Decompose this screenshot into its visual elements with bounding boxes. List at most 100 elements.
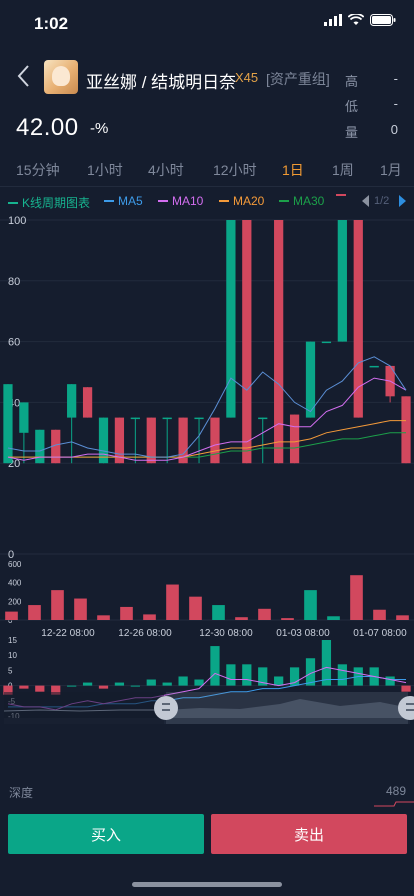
candle	[98, 417, 109, 464]
macd-bar	[242, 664, 252, 686]
signal-icon	[324, 14, 342, 26]
stat-low-value: -	[393, 96, 398, 111]
volume-bar	[304, 590, 317, 620]
volume-bar	[350, 575, 363, 620]
macd-bar	[337, 664, 347, 686]
asset-status-tag: [资产重组]	[266, 71, 330, 87]
current-price: 42.00	[16, 114, 79, 141]
depth-row: 深度 489	[0, 770, 414, 810]
macd-bar	[258, 667, 268, 686]
volume-bar	[212, 605, 225, 620]
candle	[210, 417, 220, 464]
candle	[162, 417, 172, 420]
macd-tick-label: 10	[8, 651, 17, 660]
range-handle-left	[154, 696, 178, 720]
stat-low-label: 低	[345, 99, 359, 114]
tab-1week[interactable]: 1周	[332, 162, 354, 178]
range-preview-left	[3, 709, 166, 712]
volume-bar	[5, 611, 18, 620]
asset-title: 亚丝娜 / 结城明日奈	[86, 73, 237, 92]
candle	[369, 365, 379, 368]
candle	[353, 220, 363, 418]
macd-bar	[226, 664, 236, 686]
candle	[274, 220, 284, 464]
volume-bar	[51, 590, 64, 620]
macd-bar	[178, 676, 188, 686]
macd-bar	[305, 658, 316, 686]
candle	[321, 341, 332, 344]
macd-tick-label: 5	[8, 666, 13, 675]
candle	[337, 220, 347, 342]
status-bar: 1:02	[0, 0, 414, 48]
volume-bar	[120, 606, 133, 620]
date-label: 12-30 08:00	[199, 628, 253, 639]
buy-button[interactable]: 买入	[8, 814, 204, 854]
tab-1day[interactable]: 1日	[282, 162, 304, 178]
depth-value: 489	[385, 784, 406, 798]
period-tabs: 15分钟 1小时 4小时 12小时 1日 1周 1月	[0, 152, 414, 184]
macd-bar	[51, 685, 61, 695]
candle	[82, 387, 93, 418]
sell-button[interactable]: 卖出	[211, 814, 407, 854]
volume-bar	[166, 584, 179, 620]
candle	[114, 417, 125, 464]
legend-kline-label: K线周期图表	[22, 196, 91, 210]
stat-high-value: -	[393, 71, 398, 86]
macd-bar	[321, 640, 332, 686]
date-label: 01-07 08:00	[353, 628, 407, 639]
chart-legend: K线周期图表 MA5 MA10 MA20 MA30 1/2	[0, 186, 414, 214]
ma5-line	[7, 356, 407, 458]
candle	[226, 220, 236, 418]
legend-ma30: MA30	[279, 194, 324, 208]
volume-tick-label: 400	[8, 579, 22, 588]
macd-bar	[98, 685, 109, 689]
macd-bar	[289, 667, 300, 686]
volume-bar	[258, 608, 271, 620]
legend-ma30-label: MA30	[293, 194, 325, 208]
wifi-icon	[348, 14, 364, 25]
candle	[401, 396, 411, 464]
candle	[194, 417, 204, 420]
macd-bar	[3, 685, 13, 695]
price-tick-label: 100	[8, 215, 26, 227]
legend-next-icon[interactable]	[398, 194, 408, 208]
candle	[305, 341, 316, 418]
legend-ma20: MA20	[219, 194, 264, 208]
stat-volume-value: 0	[390, 122, 398, 137]
battery-icon	[370, 14, 396, 26]
candle	[51, 429, 61, 464]
macd-bar	[146, 679, 156, 686]
tab-15min[interactable]: 15分钟	[16, 162, 60, 178]
date-label: 12-26 08:00	[118, 628, 172, 639]
tab-4hour[interactable]: 4小时	[148, 162, 184, 178]
status-icons	[324, 14, 396, 26]
macd-bar	[274, 676, 284, 686]
tab-1hour[interactable]: 1小时	[87, 162, 123, 178]
macd-bar	[67, 685, 77, 687]
candle	[3, 384, 13, 464]
candle	[35, 429, 45, 464]
range-preview	[166, 699, 410, 718]
candle	[242, 220, 252, 464]
macd-bar	[82, 682, 93, 686]
status-time: 1:02	[34, 14, 69, 33]
depth-label: 深度	[9, 786, 34, 800]
legend-ma20-label: MA20	[233, 194, 265, 208]
legend-ma10: MA10	[158, 194, 203, 208]
depth-mini-line	[374, 801, 414, 807]
macd-bar	[114, 682, 125, 686]
tab-12hour[interactable]: 12小时	[213, 162, 257, 178]
range-track	[4, 718, 410, 724]
legend-page: 1/2	[374, 195, 390, 207]
price-change: -%	[90, 120, 109, 137]
tab-1month[interactable]: 1月	[380, 162, 402, 178]
price-tick-label: 0	[8, 549, 14, 561]
legend-kline: K线周期图表	[8, 194, 90, 211]
volume-bar	[189, 596, 202, 620]
candle	[130, 417, 140, 420]
back-chevron-icon[interactable]	[16, 64, 32, 88]
legend-prev-icon[interactable]	[360, 194, 370, 208]
macd-bar	[194, 679, 204, 686]
